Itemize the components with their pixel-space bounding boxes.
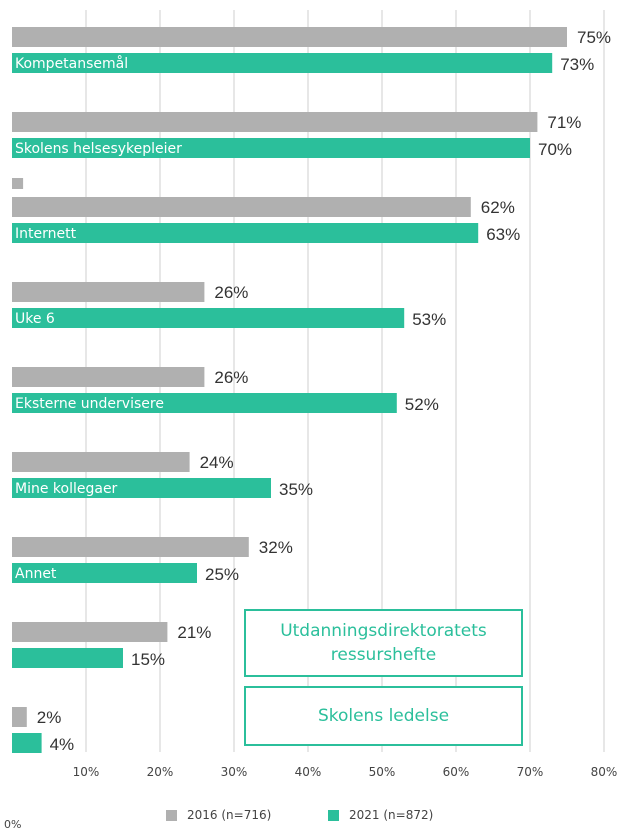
category-label: Skolens helsesykepleier	[15, 141, 182, 157]
x-tick-label: 70%	[517, 765, 544, 779]
bar-2016	[12, 27, 567, 47]
x-tick-label-zero: 0%	[4, 818, 22, 831]
category-label: Uke 6	[15, 311, 55, 327]
category-label: Annet	[15, 566, 57, 582]
bar-2016-value-label: 26%	[214, 368, 248, 387]
bar-2021-value-label: 52%	[405, 395, 439, 414]
x-tick-label: 50%	[369, 765, 396, 779]
category-label: Kompetansemål	[15, 55, 128, 72]
bar-2016	[12, 707, 27, 727]
bar-2021-value-label: 15%	[131, 650, 165, 669]
bar-2021	[12, 223, 479, 243]
bar-2016-value-label: 26%	[214, 283, 248, 302]
bar-2021	[12, 563, 197, 583]
bar-2016-value-label: 62%	[481, 198, 515, 217]
legend-label-2016: 2016 (n=716)	[187, 808, 272, 822]
legend-item-2016: 2016 (n=716)	[166, 808, 271, 822]
bar-2021-value-label: 53%	[412, 310, 446, 329]
bar-2021	[12, 53, 553, 73]
bar-2016-value-label: 2%	[37, 708, 62, 727]
bar-2016	[12, 197, 471, 217]
x-tick-label: 40%	[295, 765, 322, 779]
bar-2016-value-label: 32%	[259, 538, 293, 557]
bar-2021	[12, 308, 405, 328]
annotation-skolens-ledelse: Skolens ledelse	[244, 686, 523, 746]
x-tick-labels: 10% 20% 30% 40% 50% 60% 70% 80%	[73, 765, 618, 779]
bar-2016	[12, 282, 205, 302]
bar-2021-value-label: 4%	[50, 735, 75, 754]
bar-2016	[12, 112, 538, 132]
bar-2021	[12, 648, 123, 668]
x-tick-label: 80%	[591, 765, 618, 779]
bar-2016	[12, 452, 190, 472]
x-tick-label: 10%	[73, 765, 100, 779]
bar-2016-value-label: 71%	[547, 113, 581, 132]
x-tick-label: 20%	[147, 765, 174, 779]
bar-2016-value-label: 24%	[200, 453, 234, 472]
bar-2016	[12, 367, 205, 387]
legend-swatch-2016	[166, 809, 177, 821]
x-tick-label: 30%	[221, 765, 248, 779]
legend-label-2021: 2021 (n=872)	[349, 808, 434, 822]
bar-2016	[12, 178, 24, 189]
category-label: Internett	[15, 226, 77, 242]
bars: 75% 73% Kompetansemål 71% 70% Skolens helsesy…	[12, 27, 611, 754]
bar-2016	[12, 537, 249, 557]
category-label: Eksterne undervisere	[15, 396, 164, 412]
bar-2021-value-label: 35%	[279, 480, 313, 499]
annotation-utdanningsdirektoratet: Utdanningsdirektoratets ressurshefte	[244, 609, 523, 677]
bar-2021	[12, 393, 397, 413]
bar-2021-value-label: 63%	[486, 225, 520, 244]
bar-2021-value-label: 73%	[560, 55, 594, 74]
bar-2016-value-label: 75%	[577, 28, 611, 47]
bar-2021	[12, 138, 530, 158]
bar-2016-value-label: 21%	[177, 623, 211, 642]
bar-2021	[12, 478, 271, 498]
category-label: Mine kollegaer	[15, 481, 118, 497]
bar-2016	[12, 622, 168, 642]
bar-2021	[12, 733, 42, 753]
bar-2021-value-label: 25%	[205, 565, 239, 584]
legend-swatch-2021	[328, 809, 339, 821]
annotation-utdanningsdirektoratet-text: Utdanningsdirektoratets ressurshefte	[280, 621, 487, 665]
legend-item-2021: 2021 (n=872)	[328, 808, 433, 822]
annotation-skolens-ledelse-text: Skolens ledelse	[317, 706, 450, 726]
x-tick-label: 60%	[443, 765, 470, 779]
gridlines	[85, 10, 605, 752]
bar-2021-value-label: 70%	[538, 140, 572, 159]
